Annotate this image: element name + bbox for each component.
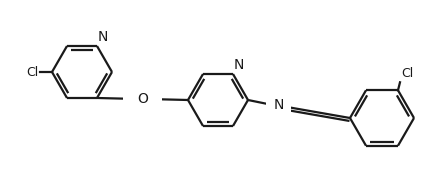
Text: N: N: [234, 58, 244, 72]
Text: N: N: [98, 30, 108, 44]
Text: Cl: Cl: [26, 65, 38, 78]
Text: O: O: [137, 92, 148, 106]
Text: Cl: Cl: [401, 67, 413, 80]
Text: N: N: [274, 98, 284, 112]
